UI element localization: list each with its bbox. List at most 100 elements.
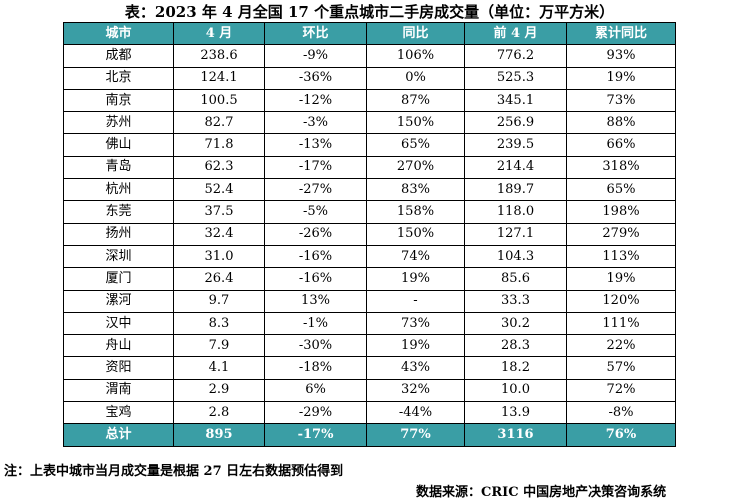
table-cell: 65%: [566, 178, 676, 202]
table-cell: 189.7: [464, 178, 567, 202]
table-cell: 106%: [366, 44, 465, 68]
table-cell: 239.5: [464, 133, 567, 157]
city-cell: 北京: [63, 66, 174, 90]
table-cell: 65%: [366, 133, 465, 157]
table-cell: -16%: [264, 267, 367, 291]
table-cell: 198%: [566, 200, 676, 224]
data-source: 数据来源：CRIC 中国房地产决策咨询系统: [416, 485, 667, 500]
table-cell: 2.9: [173, 378, 265, 403]
table-cell: 13.9: [464, 401, 567, 425]
column-header-mom: 环比: [264, 21, 367, 46]
table-row: 深圳 31.0 -16% 74% 104.3 113%: [63, 244, 676, 269]
city-cell: 汉中: [63, 311, 174, 336]
total-cell: 3116: [464, 423, 567, 447]
table-cell: -44%: [366, 401, 465, 425]
table-row: 杭州 52.4 -27% 83% 189.7 65%: [63, 178, 676, 202]
column-header-april: 4 月: [173, 21, 265, 46]
table-cell: 88%: [566, 111, 676, 135]
total-cell: 总计: [63, 423, 174, 447]
total-cell: 77%: [366, 423, 465, 447]
table-row: 成都 238.6 -9% 106% 776.2 93%: [63, 44, 676, 68]
table-cell: -3%: [264, 111, 367, 135]
table-cell: 82.7: [173, 111, 265, 135]
total-cell: -17%: [264, 423, 367, 447]
city-cell: 宝鸡: [63, 401, 174, 425]
table-row: 资阳 4.1 -18% 43% 18.2 57%: [63, 356, 676, 380]
table-cell: 150%: [366, 111, 465, 135]
table-cell: 87%: [366, 88, 465, 113]
table-cell: 22%: [566, 334, 676, 358]
table-cell: 93%: [566, 44, 676, 68]
table-cell: -36%: [264, 66, 367, 90]
table-cell: 525.3: [464, 66, 567, 90]
table-cell: -12%: [264, 88, 367, 113]
table-cell: 72%: [566, 378, 676, 403]
city-cell: 资阳: [63, 356, 174, 380]
city-cell: 苏州: [63, 111, 174, 135]
table-cell: 4.1: [173, 356, 265, 380]
table-cell: -17%: [264, 155, 367, 180]
city-cell: 深圳: [63, 244, 174, 269]
table-cell: 62.3: [173, 155, 265, 180]
table-cell: 30.2: [464, 311, 567, 336]
table-cell: 238.6: [173, 44, 265, 68]
table-row: 苏州 82.7 -3% 150% 256.9 88%: [63, 111, 676, 135]
table-cell: -30%: [264, 334, 367, 358]
footnote: 注：上表中城市当月成交量是根据 27 日左右数据预估得到: [4, 464, 344, 479]
table-title: 表：2023 年 4 月全国 17 个重点城市二手房成交量（单位：万平方米）: [124, 3, 615, 21]
city-cell: 东莞: [63, 200, 174, 224]
table-cell: 19%: [566, 66, 676, 90]
column-header-yoy: 同比: [366, 21, 465, 46]
table-cell: 19%: [366, 267, 465, 291]
city-cell: 厦门: [63, 267, 174, 291]
table-cell: 52.4: [173, 178, 265, 202]
column-header-first-4-months: 前 4 月: [464, 21, 567, 46]
city-cell: 成都: [63, 44, 174, 68]
table-cell: 32%: [366, 378, 465, 403]
table-cell: 18.2: [464, 356, 567, 380]
table-row: 渭南 2.9 6% 32% 10.0 72%: [63, 378, 676, 403]
table-cell: 13%: [264, 289, 367, 313]
table-cell: 118.0: [464, 200, 567, 224]
table-cell: 37.5: [173, 200, 265, 224]
table-cell: 113%: [566, 244, 676, 269]
table-cell: 73%: [566, 88, 676, 113]
table-cell: 150%: [366, 222, 465, 246]
table-cell: -29%: [264, 401, 367, 425]
table-cell: 104.3: [464, 244, 567, 269]
table-cell: 2.8: [173, 401, 265, 425]
table-cell: 19%: [566, 267, 676, 291]
table-cell: 270%: [366, 155, 465, 180]
table-row: 汉中 8.3 -1% 73% 30.2 111%: [63, 311, 676, 336]
table-cell: -1%: [264, 311, 367, 336]
table-cell: 10.0: [464, 378, 567, 403]
city-cell: 舟山: [63, 334, 174, 358]
table-cell: 100.5: [173, 88, 265, 113]
table-cell: -5%: [264, 200, 367, 224]
table-cell: 26.4: [173, 267, 265, 291]
table-cell: -26%: [264, 222, 367, 246]
table-cell: 124.1: [173, 66, 265, 90]
table-cell: 73%: [366, 311, 465, 336]
table-cell: 83%: [366, 178, 465, 202]
table-cell: 74%: [366, 244, 465, 269]
table-cell: 31.0: [173, 244, 265, 269]
city-cell: 漯河: [63, 289, 174, 313]
table-cell: -16%: [264, 244, 367, 269]
table-cell: 32.4: [173, 222, 265, 246]
table-cell: 57%: [566, 356, 676, 380]
city-cell: 佛山: [63, 133, 174, 157]
total-cell: 76%: [566, 423, 676, 447]
table-row: 厦门 26.4 -16% 19% 85.6 19%: [63, 267, 676, 291]
column-header-cumulative-yoy: 累计同比: [566, 21, 676, 46]
table-cell: 0%: [366, 66, 465, 90]
table-cell: 7.9: [173, 334, 265, 358]
table-cell: 8.3: [173, 311, 265, 336]
table-cell: 214.4: [464, 155, 567, 180]
table-cell: 66%: [566, 133, 676, 157]
header-row: 城市 4 月 环比 同比 前 4 月 累计同比: [63, 21, 676, 46]
table-cell: 318%: [566, 155, 676, 180]
city-cell: 南京: [63, 88, 174, 113]
table-row: 南京 100.5 -12% 87% 345.1 73%: [63, 88, 676, 113]
table-cell: 33.3: [464, 289, 567, 313]
